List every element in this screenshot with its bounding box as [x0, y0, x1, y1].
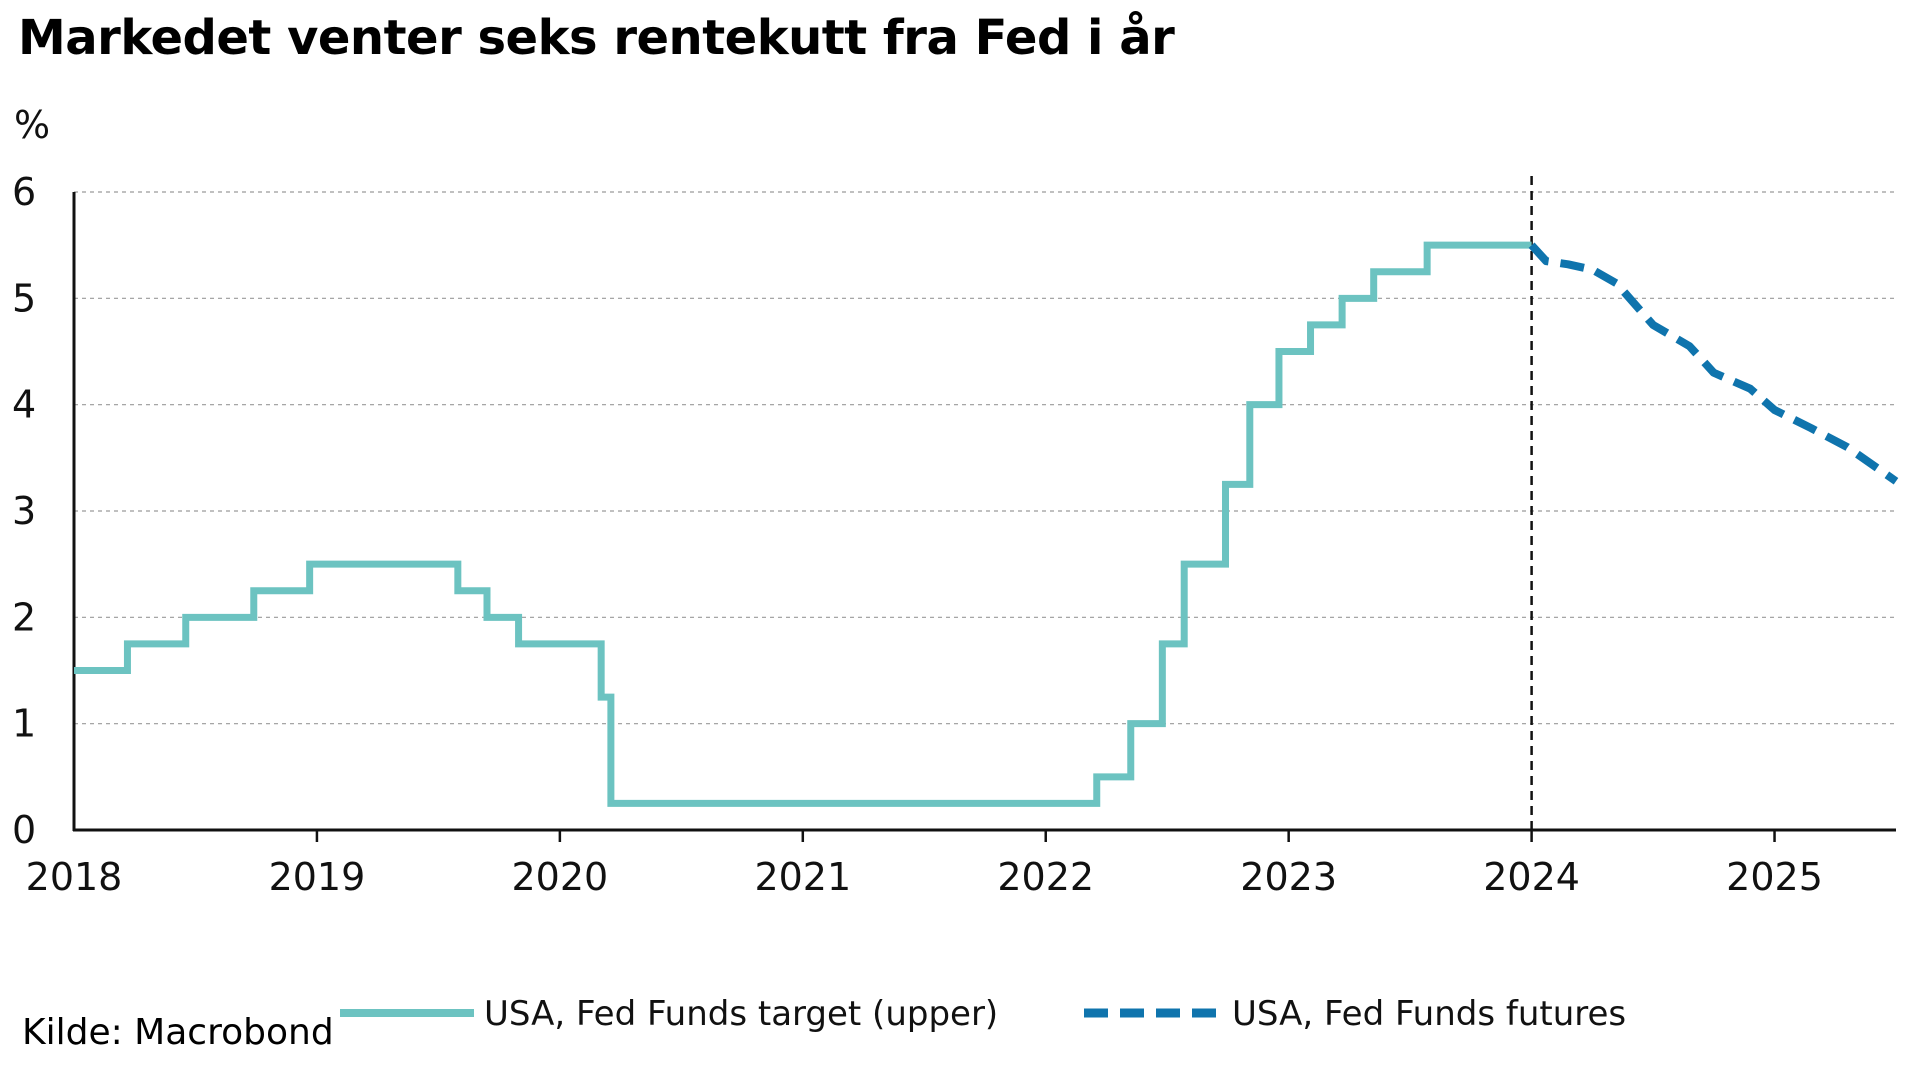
chart-title: Markedet venter seks rentekutt fra Fed i… — [18, 10, 1175, 66]
y-tick-label-5: 5 — [12, 276, 36, 320]
legend-item-fed-funds-futures-label: USA, Fed Funds futures — [1232, 994, 1626, 1034]
x-tick-label-2019: 2019 — [269, 855, 366, 899]
series-lines — [74, 241, 1899, 807]
grid-lines — [74, 191, 1896, 725]
y-tick-label-0: 0 — [12, 808, 36, 852]
y-tick-label-6: 6 — [12, 170, 36, 214]
y-tick-label-1: 1 — [12, 702, 36, 746]
source-note: Kilde: Macrobond — [22, 1012, 334, 1053]
axes — [72, 176, 1896, 842]
x-tick-label-2024: 2024 — [1483, 855, 1580, 899]
y-tick-label-2: 2 — [12, 595, 36, 639]
series-line-fed-funds-futures — [1528, 242, 1899, 485]
x-tick-label-2020: 2020 — [512, 855, 609, 899]
x-tick-label-2021: 2021 — [754, 855, 851, 899]
x-tick-label-2022: 2022 — [997, 855, 1094, 899]
series-line-fed-funds-target — [74, 241, 1532, 807]
y-tick-label-3: 3 — [12, 489, 36, 533]
x-tick-label-2018: 2018 — [26, 855, 123, 899]
x-tick-label-2025: 2025 — [1726, 855, 1823, 899]
y-axis-label: % — [14, 103, 50, 147]
legend-item-fed-funds-target-label: USA, Fed Funds target (upper) — [484, 994, 998, 1034]
tick-labels: 0 1 2 3 4 5 6 2018 2019 2020 2021 2022 2023 2024 2025 — [12, 170, 1823, 899]
y-tick-label-4: 4 — [12, 383, 36, 427]
legend: USA, Fed Funds target (upper) USA, Fed Fu… — [340, 994, 1626, 1034]
x-tick-label-2023: 2023 — [1240, 855, 1337, 899]
